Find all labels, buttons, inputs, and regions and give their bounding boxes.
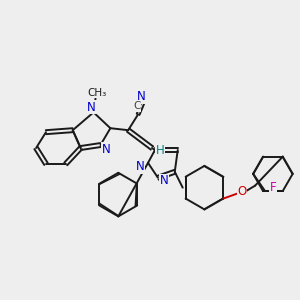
Text: N: N xyxy=(102,142,111,155)
Text: C: C xyxy=(134,101,141,111)
Text: O: O xyxy=(238,185,247,198)
Text: N: N xyxy=(160,174,168,187)
Text: CH₃: CH₃ xyxy=(88,88,107,98)
Text: N: N xyxy=(87,101,96,114)
Text: N: N xyxy=(136,160,145,173)
Text: H: H xyxy=(155,143,164,157)
Text: F: F xyxy=(270,182,276,194)
Text: N: N xyxy=(137,90,146,103)
